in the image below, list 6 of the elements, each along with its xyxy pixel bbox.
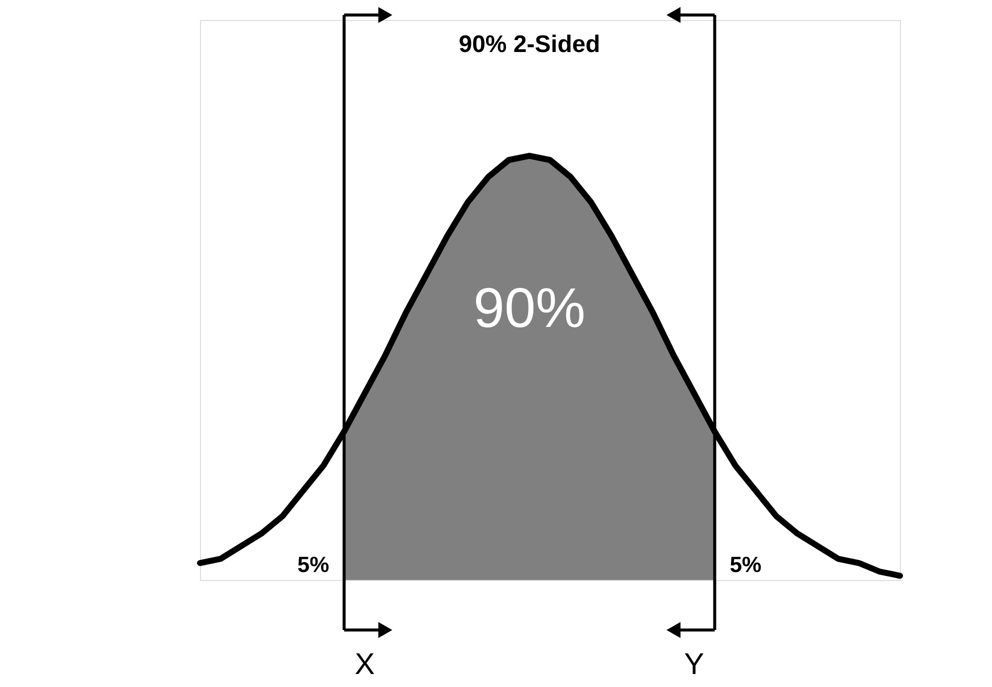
- text: 90% 2-Sided: [458, 31, 600, 58]
- text: X: [354, 648, 375, 681]
- annotation: 5%: [730, 552, 762, 577]
- annotation: 5%: [297, 552, 330, 577]
- annotation: 90%: [473, 276, 586, 339]
- text: Y: [684, 648, 704, 681]
